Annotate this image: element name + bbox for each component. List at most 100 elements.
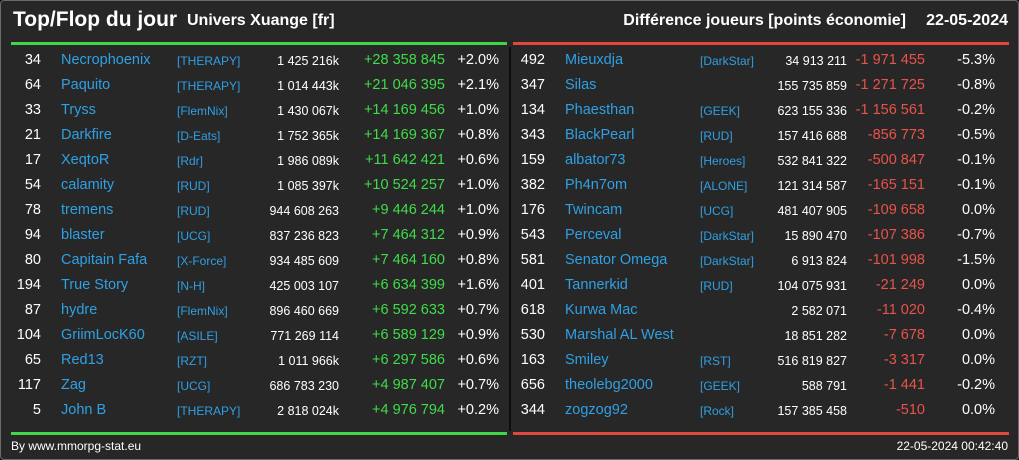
alliance-tag-link[interactable]: [THERAPY] bbox=[177, 79, 241, 93]
points-difference: -3 317 bbox=[883, 352, 925, 368]
player-name-link[interactable]: Marshal AL West bbox=[565, 327, 674, 343]
player-name-link[interactable]: Paquito bbox=[61, 77, 111, 93]
points-difference: +7 464 160 bbox=[372, 252, 445, 268]
percent-change: -0.2% bbox=[957, 102, 995, 118]
alliance-tag-link[interactable]: [FlemNix] bbox=[177, 304, 228, 318]
player-name-link[interactable]: Smiley bbox=[565, 352, 609, 368]
player-points: 588 791 bbox=[801, 379, 847, 393]
alliance-tag-link[interactable]: [Rock] bbox=[700, 404, 735, 418]
player-rank: 134 bbox=[520, 102, 545, 118]
alliance-tag-link[interactable]: [X-Force] bbox=[177, 254, 227, 268]
player-name-link[interactable]: Twincam bbox=[565, 202, 623, 218]
flop-row: 618 Kurwa Mac 2 582 071 -11 020 -0.4% bbox=[513, 299, 1011, 324]
player-rank: 34 bbox=[24, 52, 41, 68]
column-divider bbox=[509, 47, 511, 431]
player-name-link[interactable]: Tannerkid bbox=[565, 277, 628, 293]
alliance-tag-link[interactable]: [Rdr] bbox=[177, 154, 204, 168]
player-name-link[interactable]: calamity bbox=[61, 177, 115, 193]
player-name-link[interactable]: albator73 bbox=[565, 152, 626, 168]
alliance-tag-link[interactable]: [RZT] bbox=[177, 354, 207, 368]
player-name-link[interactable]: XeqtoR bbox=[61, 152, 110, 168]
player-name-link[interactable]: BlackPearl bbox=[565, 127, 635, 143]
percent-change: 0.0% bbox=[961, 202, 995, 218]
alliance-tag-link[interactable]: [Heroes] bbox=[700, 154, 746, 168]
player-name-link[interactable]: Silas bbox=[565, 77, 597, 93]
alliance-tag-link[interactable]: [THERAPY] bbox=[177, 404, 241, 418]
player-name-link[interactable]: Ph4n7om bbox=[565, 177, 628, 193]
points-difference: -500 847 bbox=[867, 152, 925, 168]
alliance-tag-link[interactable]: [D-Eats] bbox=[177, 129, 221, 143]
player-name-link[interactable]: Necrophoenix bbox=[61, 52, 151, 68]
percent-change: +1.0% bbox=[457, 102, 499, 118]
points-difference: +9 446 244 bbox=[372, 202, 445, 218]
player-points: 944 608 263 bbox=[269, 204, 339, 218]
alliance-tag-link[interactable]: [RUD] bbox=[177, 179, 210, 193]
player-name-link[interactable]: Darkfire bbox=[61, 127, 112, 143]
player-name-link[interactable]: True Story bbox=[61, 277, 129, 293]
top-row: 78 tremens [RUD] 944 608 263 +9 446 244 +1.0% bbox=[9, 199, 507, 224]
player-name-link[interactable]: Kurwa Mac bbox=[565, 302, 638, 318]
player-name-link[interactable]: Tryss bbox=[61, 102, 96, 118]
alliance-tag-link[interactable]: [DarkStar] bbox=[700, 254, 755, 268]
flop-row: 343 BlackPearl [RUD] 157 416 688 -856 773 -0.… bbox=[513, 124, 1011, 149]
alliance-tag-link[interactable]: [FlemNix] bbox=[177, 104, 228, 118]
player-points: 157 385 458 bbox=[777, 404, 847, 418]
percent-change: +0.8% bbox=[457, 127, 499, 143]
points-difference: -1 156 561 bbox=[855, 102, 925, 118]
player-name-link[interactable]: zogzog92 bbox=[565, 402, 628, 418]
alliance-tag-link[interactable]: [RUD] bbox=[177, 204, 210, 218]
alliance-tag-link[interactable]: [GEEK] bbox=[700, 104, 741, 118]
points-difference: -109 658 bbox=[867, 202, 925, 218]
alliance-tag-link[interactable]: [N-H] bbox=[177, 279, 205, 293]
percent-change: +0.8% bbox=[457, 252, 499, 268]
percent-change: +0.6% bbox=[457, 152, 499, 168]
player-name-link[interactable]: John B bbox=[61, 402, 107, 418]
player-name-link[interactable]: Perceval bbox=[565, 227, 622, 243]
player-points: 104 075 931 bbox=[777, 279, 847, 293]
points-difference: -856 773 bbox=[867, 127, 925, 143]
flop-row: 656 theolebg2000 [GEEK] 588 791 -1 441 -0.2% bbox=[513, 374, 1011, 399]
player-rank: 21 bbox=[24, 127, 41, 143]
player-points: 1 752 365k bbox=[277, 129, 339, 143]
alliance-tag-link[interactable]: [UCG] bbox=[177, 379, 211, 393]
alliance-tag-link[interactable]: [RUD] bbox=[700, 129, 733, 143]
player-name-link[interactable]: theolebg2000 bbox=[565, 377, 653, 393]
player-rank: 117 bbox=[17, 377, 41, 393]
percent-change: -0.2% bbox=[957, 377, 995, 393]
player-name-link[interactable]: Senator Omega bbox=[565, 252, 668, 268]
top-accent-bar bbox=[11, 42, 507, 45]
alliance-tag-link[interactable]: [DarkStar] bbox=[700, 229, 755, 243]
alliance-tag-link[interactable]: [THERAPY] bbox=[177, 54, 241, 68]
player-name-link[interactable]: blaster bbox=[61, 227, 105, 243]
percent-change: 0.0% bbox=[961, 352, 995, 368]
alliance-tag-link[interactable]: [RUD] bbox=[700, 279, 733, 293]
points-difference: +21 046 395 bbox=[363, 77, 445, 93]
points-difference: +10 524 257 bbox=[363, 177, 445, 193]
player-points: 155 735 859 bbox=[777, 79, 847, 93]
top-row: 117 Zag [UCG] 686 783 230 +4 987 407 +0.7% bbox=[9, 374, 507, 399]
player-rank: 163 bbox=[520, 352, 545, 368]
player-points: 15 890 470 bbox=[784, 229, 847, 243]
alliance-tag-link[interactable]: [GEEK] bbox=[700, 379, 741, 393]
alliance-tag-link[interactable]: [UCG] bbox=[177, 229, 211, 243]
player-name-link[interactable]: Capitain Fafa bbox=[61, 252, 148, 268]
player-name-link[interactable]: Zag bbox=[61, 377, 86, 393]
percent-change: -0.7% bbox=[957, 227, 995, 243]
player-name-link[interactable]: Red13 bbox=[61, 352, 104, 368]
player-name-link[interactable]: Phaesthan bbox=[565, 102, 635, 118]
alliance-tag-link[interactable]: [DarkStar] bbox=[700, 54, 755, 68]
percent-change: +1.0% bbox=[457, 202, 499, 218]
percent-change: -0.5% bbox=[957, 127, 995, 143]
alliance-tag-link[interactable]: [ALONE] bbox=[700, 179, 748, 193]
player-name-link[interactable]: hydre bbox=[61, 302, 98, 318]
top-row: 64 Paquito [THERAPY] 1 014 443k +21 046 395 +… bbox=[9, 74, 507, 99]
alliance-tag-link[interactable]: [RST] bbox=[700, 354, 731, 368]
player-name-link[interactable]: GriimLocK60 bbox=[61, 327, 145, 343]
flop-bottom-bar bbox=[513, 432, 1009, 435]
alliance-tag-link[interactable]: [ASILE] bbox=[177, 329, 218, 343]
top-players-list: 34 Necrophoenix [THERAPY] 1 425 216k +28 358… bbox=[9, 49, 507, 424]
alliance-tag-link[interactable]: [UCG] bbox=[700, 204, 734, 218]
player-name-link[interactable]: tremens bbox=[61, 202, 114, 218]
player-name-link[interactable]: Mieuxdja bbox=[565, 52, 624, 68]
percent-change: -0.1% bbox=[957, 177, 995, 193]
